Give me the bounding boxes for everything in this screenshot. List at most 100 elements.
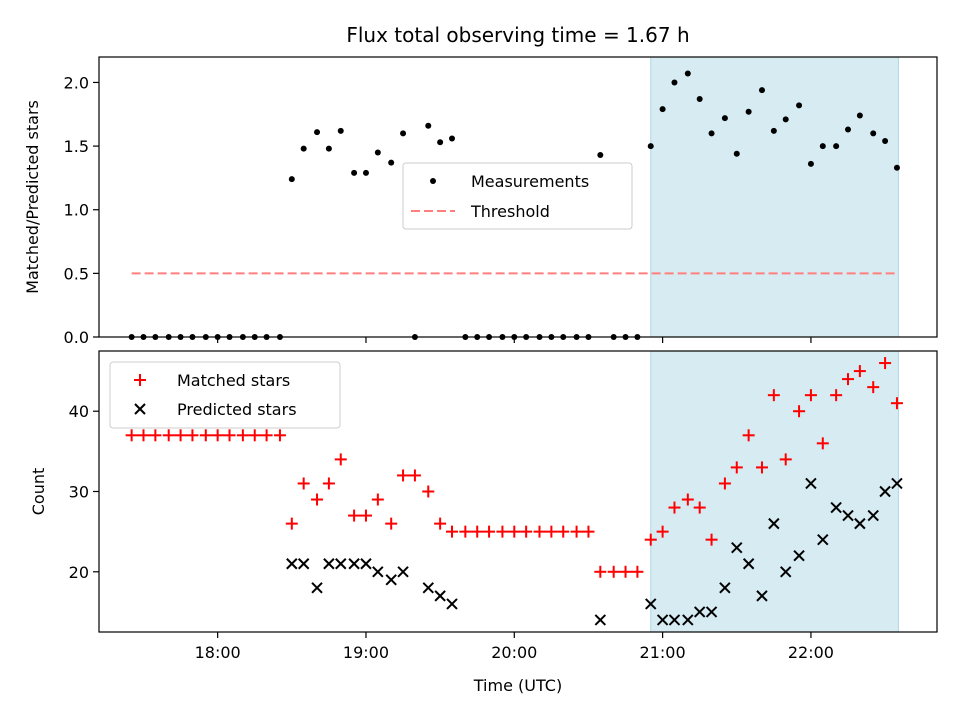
measurement-point	[437, 139, 444, 146]
predicted-star-point	[656, 614, 669, 626]
matched-star-point	[408, 469, 421, 482]
measurement-point	[696, 96, 703, 102]
count-y-axis-label: Count	[29, 468, 48, 516]
x-tick-label: 18:00	[195, 643, 241, 662]
matched-star-point	[434, 517, 447, 530]
measurement-point	[337, 127, 344, 134]
matched-star-point	[385, 517, 398, 530]
predicted-star-point	[682, 614, 694, 626]
matched-star-point	[730, 461, 743, 474]
count-legend-box	[109, 361, 341, 429]
ratio-panel: 0.00.51.01.52.0 Matched/Predicted stars …	[23, 56, 938, 347]
predicted-star-point	[780, 566, 792, 578]
measurement-point	[647, 143, 654, 150]
matched-star-point	[211, 429, 224, 442]
predicted-star-point	[705, 606, 718, 618]
ratio-y-tick-label: 2.0	[64, 73, 89, 92]
matched-star-point	[149, 429, 162, 442]
matched-star-point	[557, 525, 570, 538]
measurement-point	[400, 130, 407, 137]
count-x-ticks: 18:00 19:00 20:00 21:00 22:00	[195, 632, 834, 662]
measurement-point	[288, 176, 295, 183]
measurement-point	[388, 159, 395, 166]
chart-title: Flux total observing time = 1.67 h	[346, 23, 689, 47]
count-panel: 20 30 40 18:00 19:00 20:00 21:00 22:00 Count T…	[29, 350, 938, 695]
matched-star-point	[842, 373, 855, 386]
predicted-star-point	[768, 517, 780, 530]
count-y-tick-label: 30	[69, 483, 89, 502]
matched-star-point	[359, 509, 372, 522]
predicted-star-point	[793, 550, 805, 562]
predicted-star-point	[817, 533, 829, 546]
count-y-ticks: 20 30 40	[69, 402, 99, 582]
count-y-tick-label: 40	[69, 402, 89, 421]
matched-star-point	[879, 357, 892, 370]
ratio-y-axis-label: Matched/Predicted stars	[23, 100, 42, 294]
matched-star-points	[125, 357, 903, 578]
predicted-star-point	[397, 566, 409, 578]
predicted-star-point	[311, 582, 323, 594]
predicted-star-point	[842, 509, 854, 522]
measurement-point	[819, 143, 826, 150]
matched-star-point	[644, 533, 657, 546]
matched-star-point	[236, 429, 249, 442]
matched-star-point	[816, 437, 829, 450]
matched-star-point	[793, 405, 806, 418]
predicted-star-point	[286, 558, 298, 570]
predicted-star-point	[668, 614, 681, 626]
legend-matched-marker	[134, 374, 146, 386]
matched-star-point	[705, 533, 718, 546]
matched-star-point	[348, 509, 361, 522]
legend-measurements-label: Measurements	[471, 172, 589, 191]
measurement-point	[597, 152, 604, 158]
predicted-star-point	[719, 582, 731, 594]
matched-star-point	[681, 493, 694, 506]
matched-star-point	[445, 525, 458, 538]
matched-star-point	[520, 525, 533, 538]
measurement-point	[745, 108, 752, 115]
legend-matched-label: Matched stars	[177, 371, 290, 390]
matched-star-point	[718, 477, 731, 490]
ratio-axes-frame	[98, 56, 938, 338]
matched-star-point	[297, 477, 310, 490]
measurement-point	[314, 129, 321, 136]
matched-star-point	[199, 429, 212, 442]
predicted-star-point	[594, 614, 607, 626]
legend-threshold-label: Threshold	[470, 202, 550, 221]
matched-star-point	[334, 453, 347, 466]
matched-star-point	[804, 389, 817, 402]
matched-star-point	[631, 565, 644, 578]
predicted-star-point	[335, 558, 347, 570]
measurement-point	[448, 135, 455, 142]
matched-star-point	[545, 525, 558, 538]
measurement-point	[300, 145, 307, 152]
ratio-y-tick-label: 1.0	[64, 201, 89, 220]
measurement-point	[845, 126, 852, 133]
predicted-star-point	[891, 477, 903, 490]
matched-star-point	[248, 429, 261, 442]
measurement-point	[351, 169, 358, 176]
matched-star-point	[619, 565, 632, 578]
matched-star-point	[607, 565, 620, 578]
matched-star-point	[533, 525, 546, 538]
matched-star-point	[853, 365, 866, 378]
ratio-y-tick-label: 0.5	[64, 264, 89, 283]
predicted-star-point	[756, 590, 768, 602]
predicted-star-point	[854, 517, 866, 530]
measurement-point	[733, 150, 740, 157]
matched-star-point	[508, 525, 521, 538]
measurement-point	[770, 127, 777, 134]
matched-star-point	[594, 565, 607, 578]
measurement-points	[128, 70, 900, 340]
measurement-point	[796, 102, 803, 109]
ratio-y-tick-label: 0.0	[64, 328, 89, 347]
ratio-y-ticks: 0.0 0.5 1.0 1.5 2.0	[64, 73, 99, 347]
matched-star-point	[582, 525, 595, 538]
measurement-point	[882, 138, 889, 144]
matched-star-point	[890, 397, 903, 410]
predicted-star-point	[422, 582, 434, 594]
predicted-star-point	[297, 558, 310, 570]
legend-predicted-marker	[134, 403, 146, 415]
predicted-star-point	[867, 509, 879, 522]
